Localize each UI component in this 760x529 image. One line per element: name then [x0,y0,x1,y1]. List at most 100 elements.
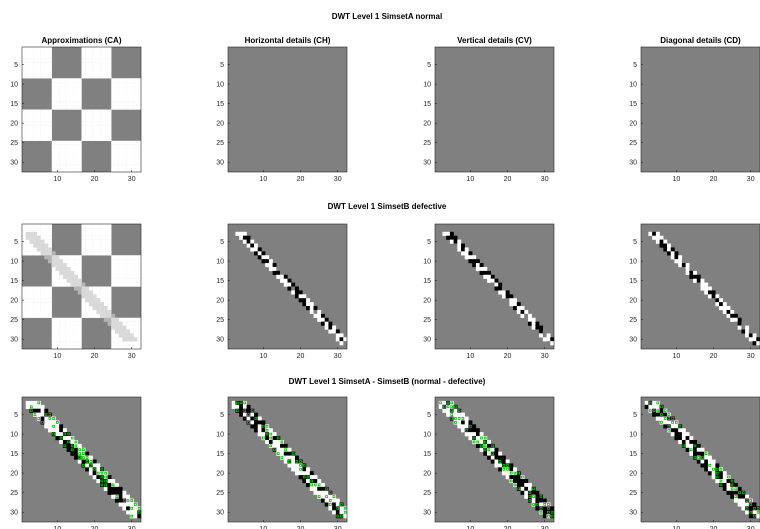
y-tick-label: 15 [10,101,18,108]
checker-cell [118,259,123,264]
checker-cell [126,148,131,153]
checker-cell [137,78,142,83]
diff-cell [745,506,750,511]
marker [247,413,250,416]
marker [288,460,291,463]
checker-cell [55,160,60,165]
diff-cell [681,439,686,445]
x-tick-label: 10 [259,353,267,360]
x-tick-label: 30 [334,353,342,360]
checker-cell [103,129,108,134]
checker-cell [85,251,90,256]
checker-cell [33,224,38,229]
checker-cell [126,82,131,87]
checker-cell [33,47,38,52]
band-cell [328,321,333,326]
diff-cell [242,416,247,421]
checker-cell [22,117,26,122]
x-tick-label: 30 [128,526,136,529]
checker-cell [44,62,49,67]
diff-cell [276,439,281,445]
checker-cell [111,148,116,153]
x-tick-label: 20 [710,526,718,529]
checker-cell [81,298,86,303]
diff-cell [339,502,344,507]
checker-cell [126,78,131,83]
band-cell [659,243,664,248]
band-cell [689,274,694,279]
diff-cell [92,459,97,464]
checker-cell [44,132,49,138]
marker [693,456,697,459]
marker [749,499,753,502]
marker [648,409,652,413]
diff-cell [332,502,337,507]
diff-cell [328,502,333,507]
checker-cell [103,290,108,295]
marker [749,510,753,514]
diff-cell [40,404,45,409]
diff-cell [317,494,322,499]
checker-cell [22,50,26,56]
marker [280,440,284,444]
marker [701,456,704,459]
checker-cell [77,148,82,153]
band-cell [280,270,284,275]
diff-cell [114,486,119,491]
diff-cell [313,490,318,495]
checker-cell [77,329,82,334]
marker [487,448,491,452]
checker-cell [137,255,142,260]
diff-cell [685,436,690,441]
checker-cell [129,140,134,145]
checker-cell [126,325,131,330]
band-cell [693,274,697,279]
band-cell [663,247,668,252]
x-tick-label: 20 [504,353,512,360]
diff-cell [126,506,131,511]
band-cell [704,286,709,291]
y-tick-label: 15 [216,278,224,285]
checker-cell [55,270,60,275]
marker [483,444,487,448]
diff-cell [745,510,750,515]
checker-cell [22,306,26,311]
x-tick-label: 30 [747,526,755,529]
marker [130,499,134,502]
marker [317,495,321,498]
y-tick-label: 25 [10,140,18,147]
defect-cell [55,259,60,264]
defect-cell [70,282,75,287]
diff-cell [81,463,86,468]
marker [85,456,89,459]
checker-cell [122,105,127,110]
checker-cell [118,263,123,268]
band-cell [730,313,735,318]
marker [89,463,93,467]
diff-cell [542,510,547,515]
y-tick-label: 10 [629,432,637,439]
checker-cell [126,101,131,106]
x-tick-label: 30 [128,176,136,183]
marker [502,463,506,467]
marker [67,432,70,436]
checker-cell [114,337,119,342]
marker [29,405,33,409]
band-cell [483,270,488,275]
checker-cell [88,74,93,79]
checker-cell [40,306,45,311]
diff-cell [539,498,544,503]
diff-cell [85,463,90,468]
checker-cell [88,224,93,229]
marker [656,401,660,405]
diff-cell [81,447,86,452]
diff-cell [77,443,82,448]
checker-cell [100,227,105,233]
checker-cell [88,306,93,311]
checker-cell [126,259,131,264]
band-cell [726,309,731,315]
checker-cell [77,266,82,272]
marker [243,401,247,405]
marker [343,510,347,514]
checker-cell [114,148,119,153]
